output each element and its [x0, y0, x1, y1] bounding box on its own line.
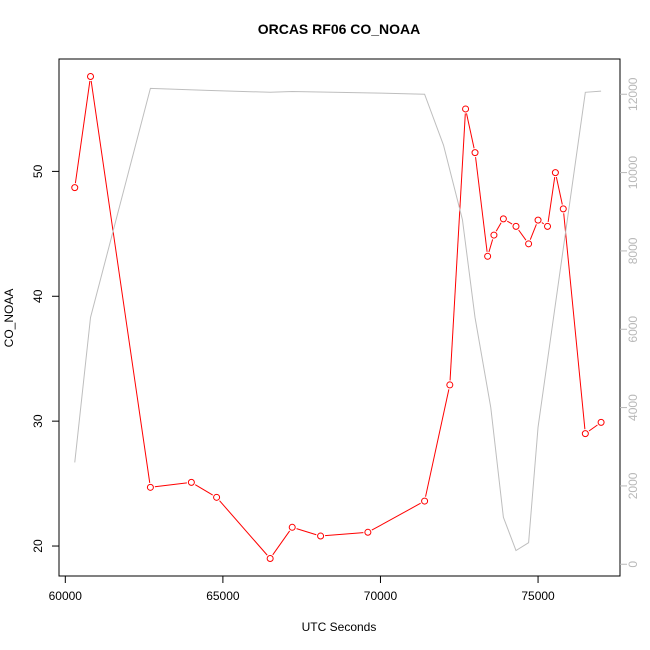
y2-tick-label-6: 12000	[626, 77, 640, 111]
series-0-point-4	[213, 493, 221, 501]
y-tick-label-0: 20	[31, 539, 45, 553]
x-tick-label-1: 65000	[206, 589, 240, 603]
plot-box	[58, 58, 621, 577]
series-0-point-17	[525, 240, 533, 248]
series-0-segment-4	[219, 500, 268, 556]
y2-tick-label-1: 2000	[626, 472, 640, 499]
y-tick-label-3: 50	[31, 164, 45, 178]
series-0-segment-9	[425, 389, 450, 497]
y-tick-label-2: 40	[31, 289, 45, 303]
y2-tick-label-0: 0	[626, 561, 640, 568]
series-0-point-14	[490, 231, 498, 239]
y2-tick-label-2: 4000	[626, 394, 640, 421]
series-0-point-15	[499, 215, 507, 223]
series-0-segment-14	[495, 222, 502, 232]
series-0-segment-2	[154, 482, 187, 488]
series-0-point-9	[421, 497, 429, 505]
series-1-line	[74, 87, 602, 552]
series-0-point-6	[288, 523, 296, 531]
series-0-point-21	[559, 205, 567, 213]
series-0-point-13	[484, 252, 492, 260]
series-0-segment-7	[325, 532, 364, 537]
x-tick-label-0: 60000	[49, 589, 83, 603]
x-axis: 60000 65000 70000 75000	[49, 576, 555, 603]
x-tick-label-3: 75000	[521, 589, 555, 603]
series-0-point-5	[266, 555, 274, 563]
series-0-point-22	[581, 430, 589, 438]
series-0-segment-3	[194, 484, 213, 496]
chart-title: ORCAS RF06 CO_NOAA	[258, 21, 421, 37]
series-0-segment-0	[74, 80, 91, 184]
series-1	[74, 87, 602, 552]
series-0-segment-8	[371, 502, 421, 531]
series-0-segment-6	[296, 528, 317, 536]
series-0-point-20	[551, 169, 559, 177]
series-0-point-2	[146, 483, 154, 491]
series-0-segment-20	[555, 176, 563, 205]
series-0-point-16	[512, 222, 520, 230]
series-0-point-10	[446, 381, 454, 389]
y-tick-label-1: 30	[31, 414, 45, 428]
y-axis-label: CO_NOAA	[2, 289, 16, 348]
series-0-segment-10	[449, 113, 466, 381]
series-0-point-8	[364, 528, 372, 536]
series-0-segment-21	[563, 213, 586, 430]
y2-tick-label-5: 10000	[626, 156, 640, 190]
series-0-point-19	[544, 222, 552, 230]
series-0-point-1	[87, 72, 95, 80]
y2-tick-label-3: 6000	[626, 316, 640, 343]
x-axis-label: UTC Seconds	[302, 620, 377, 634]
y-axis-right: 0 2000 4000 6000 8000 10000 12000	[620, 77, 640, 568]
series-0-segment-12	[475, 157, 488, 252]
series-layer	[71, 72, 605, 563]
series-0-segment-22	[588, 424, 598, 432]
series-0-segment-11	[466, 113, 475, 149]
series-0-segment-19	[547, 177, 556, 222]
x-tick-label-2: 70000	[364, 589, 398, 603]
series-0-segment-15	[507, 220, 513, 225]
series-0-point-0	[71, 184, 79, 192]
series-0-segment-5	[272, 530, 291, 556]
series-0-segment-13	[488, 239, 494, 253]
series-0-point-23	[597, 418, 605, 426]
series-0-point-18	[534, 216, 542, 224]
series-0-point-12	[471, 149, 479, 157]
y2-tick-label-4: 8000	[626, 237, 640, 264]
series-0-segment-18	[541, 222, 545, 225]
y-axis-left: 20 30 40 50	[31, 164, 59, 553]
series-0-segment-17	[529, 224, 537, 240]
series-0-point-3	[187, 478, 195, 486]
series-0-point-11	[462, 105, 470, 113]
series-0-segment-16	[518, 229, 527, 241]
series-0-segment-1	[90, 80, 151, 483]
series-0	[71, 72, 605, 563]
series-0-point-7	[317, 532, 325, 540]
